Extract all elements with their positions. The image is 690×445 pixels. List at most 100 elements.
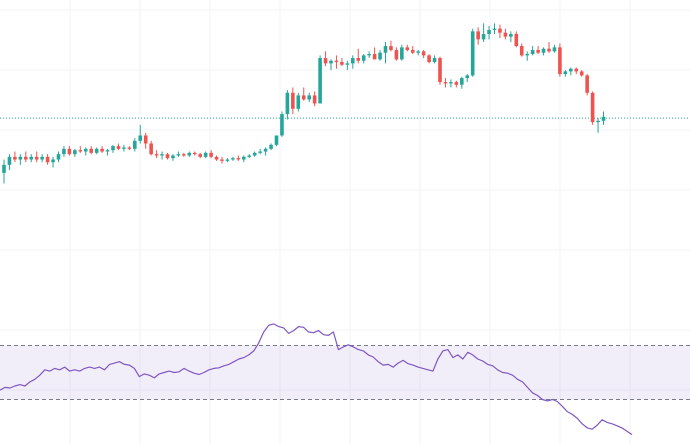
candle-body xyxy=(160,154,164,156)
candle-body xyxy=(470,31,475,76)
candle-body xyxy=(263,148,268,152)
candle-body xyxy=(182,154,186,156)
candle-body xyxy=(209,152,213,157)
candle-body xyxy=(416,51,420,53)
candle-body xyxy=(596,120,600,123)
candle-body xyxy=(258,151,262,153)
candle-body xyxy=(438,58,442,83)
candle-body xyxy=(2,164,6,173)
candle-body xyxy=(111,146,115,151)
candle-body xyxy=(400,47,404,60)
candle xyxy=(449,79,453,88)
candle xyxy=(94,147,99,155)
candle xyxy=(122,144,126,152)
rsi-pane[interactable] xyxy=(0,323,690,436)
candle-body xyxy=(389,46,393,51)
candle-body xyxy=(405,47,410,51)
candle-body xyxy=(530,50,535,55)
candle-body xyxy=(127,147,132,149)
candle-body xyxy=(492,28,497,31)
candle-body xyxy=(361,55,366,61)
candle-body xyxy=(383,46,388,53)
candle xyxy=(389,40,393,52)
candle-body xyxy=(94,148,99,153)
candle-body xyxy=(247,155,252,157)
candle-body xyxy=(378,52,382,60)
candle-body xyxy=(579,71,584,76)
candle-body xyxy=(269,144,273,149)
candle-body xyxy=(24,156,28,160)
candle xyxy=(280,111,284,137)
candle-body xyxy=(7,156,12,165)
candle-body xyxy=(503,32,508,37)
candle-body xyxy=(149,143,153,155)
rsi-line xyxy=(0,323,633,436)
candle xyxy=(176,151,181,157)
candle xyxy=(13,151,17,163)
candle xyxy=(209,150,213,159)
candle-body xyxy=(449,82,453,84)
candle-body xyxy=(432,58,437,63)
candle xyxy=(356,48,361,64)
candle xyxy=(460,76,464,89)
price-pane[interactable] xyxy=(0,23,690,184)
candle-body xyxy=(334,60,339,63)
candle xyxy=(312,91,317,107)
candle xyxy=(476,27,480,45)
candle xyxy=(214,155,219,161)
candle-body xyxy=(236,158,241,160)
candle-body xyxy=(590,92,595,123)
candle-body xyxy=(62,148,66,155)
candle xyxy=(492,23,497,35)
candle xyxy=(307,92,311,103)
candle xyxy=(231,156,235,161)
candle xyxy=(192,151,197,156)
candle-body xyxy=(40,156,44,160)
candle-body xyxy=(569,68,573,72)
candle xyxy=(525,51,529,61)
candle xyxy=(394,47,399,61)
candle-body xyxy=(116,146,121,149)
candle-body xyxy=(138,135,143,141)
candle xyxy=(73,148,77,157)
candle xyxy=(198,152,202,159)
candle xyxy=(367,51,371,59)
candle-body xyxy=(18,156,23,160)
candle-body xyxy=(356,58,361,61)
candle xyxy=(165,152,170,160)
candle-body xyxy=(541,48,546,53)
candle xyxy=(296,92,301,112)
candle xyxy=(18,154,23,165)
candle xyxy=(51,156,55,168)
candle xyxy=(263,147,268,156)
candle-body xyxy=(536,50,540,53)
candle xyxy=(465,74,470,83)
candle-body xyxy=(133,140,137,149)
candle xyxy=(590,91,595,125)
candle-body xyxy=(13,156,17,160)
candle-body xyxy=(547,48,551,52)
candle-body xyxy=(291,92,295,109)
candle-body xyxy=(367,54,371,56)
candle xyxy=(432,55,437,64)
candle-body xyxy=(509,34,513,37)
candle-body xyxy=(214,156,219,160)
candle xyxy=(579,70,584,77)
candle xyxy=(514,31,519,48)
candle-body xyxy=(514,34,519,47)
candle xyxy=(225,158,230,163)
candle-body xyxy=(176,154,181,156)
candle xyxy=(116,143,121,151)
candle-body xyxy=(372,54,377,60)
candle xyxy=(361,54,366,64)
candle xyxy=(187,151,192,157)
candle-body xyxy=(285,92,290,115)
candle-body xyxy=(203,152,208,157)
rsi-band xyxy=(0,345,690,400)
candle xyxy=(285,90,290,120)
candle-body xyxy=(171,155,175,159)
candle-body xyxy=(225,159,230,161)
candle-body xyxy=(154,154,159,156)
